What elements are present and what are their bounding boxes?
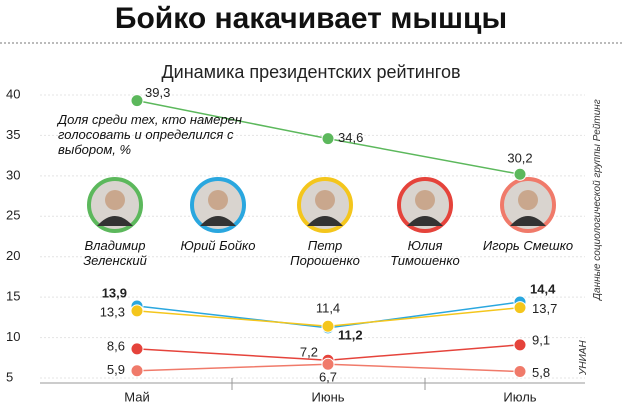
y-tick-label: 5 (6, 369, 13, 384)
value-label: 5,9 (107, 362, 125, 377)
y-tick-label: 40 (6, 86, 20, 101)
divider (0, 42, 622, 44)
y-tick-label: 35 (6, 127, 20, 142)
portrait-head (105, 190, 125, 210)
portrait-body (97, 216, 133, 226)
legend-label: Игорь Смешко (482, 238, 574, 253)
value-label: 13,9 (102, 285, 127, 300)
portrait-head (518, 190, 538, 210)
value-label: 13,3 (100, 304, 125, 319)
portrait-head (415, 190, 435, 210)
source: Данные социологической группы Рейтинг (592, 99, 603, 300)
point (321, 357, 335, 371)
portrait-head (208, 190, 228, 210)
legend-label: Петр Порошенко (290, 238, 360, 268)
chart-title: Бойко накачивает мышцы (114, 2, 508, 35)
point (321, 132, 335, 146)
chart-subtitle: Динамика президентских рейтингов (161, 62, 461, 82)
y-tick-label: 30 (6, 167, 20, 182)
legend-label: Юрий Бойко (180, 238, 256, 253)
point (130, 364, 144, 378)
point (513, 301, 527, 315)
portrait-head (315, 190, 335, 210)
x-tick-label: Июнь (311, 389, 344, 404)
legend-label: Владимир Зеленский (83, 238, 147, 268)
point (130, 342, 144, 356)
value-label: 7,2 (300, 345, 318, 360)
value-label: 30,2 (507, 151, 532, 166)
point (513, 365, 527, 379)
value-label: 11,4 (316, 301, 340, 316)
x-tick-label: Май (124, 389, 149, 404)
y-tick-label: 25 (6, 208, 20, 223)
annotation: Доля среди тех, кто намерен голосовать и… (58, 112, 242, 157)
value-label: 13,7 (532, 301, 557, 316)
portrait-body (407, 216, 443, 226)
value-label: 5,8 (532, 365, 550, 380)
value-label: 8,6 (107, 338, 125, 353)
portrait-body (307, 216, 343, 226)
value-label: 6,7 (319, 370, 337, 385)
y-tick-label: 20 (6, 248, 20, 263)
point (321, 319, 335, 333)
point (130, 94, 144, 108)
point (513, 167, 527, 181)
value-label: 34,6 (338, 130, 363, 145)
point (513, 338, 527, 352)
x-tick-label: Июль (503, 389, 536, 404)
value-label: 11,2 (338, 327, 363, 342)
legend-label: Юлия Тимошенко (390, 238, 460, 268)
y-tick-label: 15 (6, 289, 20, 304)
credit: УНИАН (578, 340, 589, 375)
value-label: 39,3 (145, 85, 170, 100)
y-tick-label: 10 (6, 329, 20, 344)
portrait-body (200, 216, 236, 226)
point (130, 304, 144, 318)
value-label: 14,4 (530, 281, 556, 296)
value-label: 9,1 (532, 332, 550, 347)
portrait-body (510, 216, 546, 226)
